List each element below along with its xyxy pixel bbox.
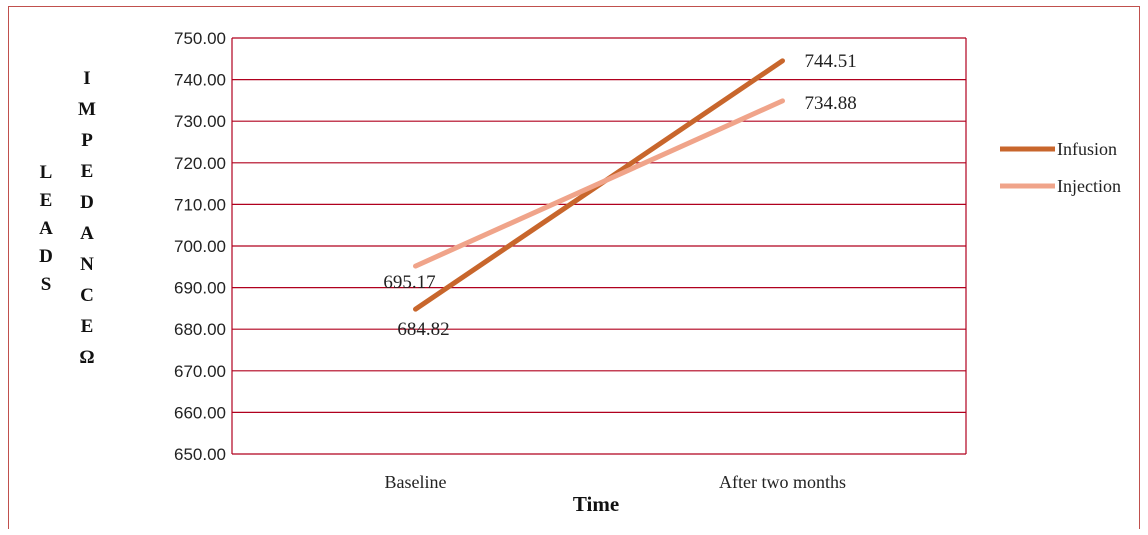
y-title-letter: S: [41, 274, 52, 295]
y-title-letter: D: [80, 192, 94, 213]
y-title-letter: L: [40, 162, 53, 183]
x-axis-title: Time: [573, 492, 619, 516]
y-tick-label: 730.00: [174, 112, 226, 131]
y-axis-ticks: 650.00 660.00 670.00 680.00 690.00 700.00 710.…: [174, 29, 226, 464]
y-tick-label: 710.00: [174, 195, 226, 214]
y-title-letter: E: [81, 161, 94, 182]
y-tick-label: 670.00: [174, 362, 226, 381]
y-tick-label: 740.00: [174, 71, 226, 90]
y-tick-label: 680.00: [174, 320, 226, 339]
x-axis-categories: Baseline After two months: [385, 472, 846, 492]
y-title-letter: M: [78, 99, 96, 120]
data-label: 744.51: [805, 51, 857, 72]
y-tick-label: 660.00: [174, 403, 226, 422]
legend-label: Injection: [1057, 176, 1121, 196]
y-title-letter: E: [40, 190, 53, 211]
y-title-letter: A: [39, 218, 53, 239]
data-labels: 684.82 744.51 695.17 734.88: [383, 51, 856, 340]
y-tick-label: 750.00: [174, 29, 226, 48]
y-title-letter: A: [80, 223, 94, 244]
data-label: 734.88: [805, 93, 857, 114]
gridlines: [231, 37, 967, 455]
legend-label: Infusion: [1057, 139, 1117, 159]
y-title-letter: C: [80, 285, 94, 306]
y-title-letter: Ω: [79, 347, 94, 368]
y-title-letter: I: [83, 68, 90, 89]
chart-frame: [8, 6, 1140, 529]
data-label: 695.17: [383, 272, 435, 293]
data-label: 684.82: [397, 319, 449, 340]
x-category-label: After two months: [719, 472, 846, 492]
y-title-letter: N: [80, 254, 94, 275]
y-tick-label: 700.00: [174, 237, 226, 256]
y-tick-label: 720.00: [174, 154, 226, 173]
y-title-letter: E: [81, 316, 94, 337]
x-category-label: Baseline: [385, 472, 447, 492]
series-line-injection: [413, 98, 785, 269]
y-tick-label: 650.00: [174, 445, 226, 464]
y-title-letter: P: [81, 130, 93, 151]
y-tick-label: 690.00: [174, 279, 226, 298]
legend: Infusion Injection: [1000, 139, 1121, 196]
series-lines: [413, 58, 785, 312]
y-title-letter: D: [39, 246, 53, 267]
